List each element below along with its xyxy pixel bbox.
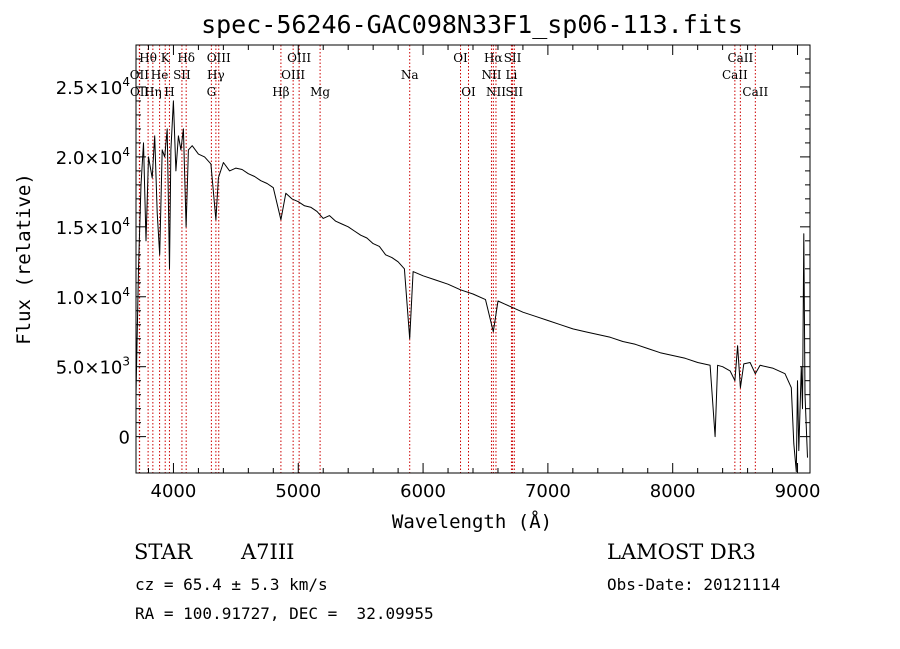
spectral-line-label: Hα [484,51,503,65]
spectral-line-label: OI [453,51,468,65]
spectral-line-label: Hθ [139,51,157,65]
y-tick-label: 1.5×104 [56,215,130,239]
spectral-line-label: G [207,85,217,99]
spectral-line-label: OI [461,85,476,99]
spectral-line-label: SII [505,85,523,99]
spectral-line-label: Na [401,68,419,82]
spectral-line-label: OII [130,68,150,82]
chart-background [0,0,900,540]
x-tick-label: 7000 [525,481,571,502]
spectral-line-label: OIII [281,68,305,82]
spectral-line-label: CaII [727,51,753,65]
y-axis-label: Flux (relative) [13,173,35,345]
x-tick-label: 4000 [151,481,197,502]
spectral-line-label: SII [173,68,191,82]
x-tick-label: 6000 [400,481,446,502]
y-axis-ticks: 0 5.0×103 1.0×104 1.5×104 2.0×104 2.5×104 [56,58,810,449]
observation-date: Obs-Date: 20121114 [607,575,781,594]
spectral-line-label: NII [486,85,506,99]
spectral-line-label: CaII [722,68,748,82]
x-axis-ticks: 4000 5000 6000 7000 8000 9000 [147,45,821,502]
spectral-line-label: OIII [287,51,311,65]
spectral-line-label: OII [130,85,150,99]
y-tick-label: 2.5×104 [56,75,130,99]
coordinates: RA = 100.91727, DEC = 32.09955 [135,604,434,623]
spectral-line-label: Mg [310,85,330,99]
x-tick-label: 8000 [650,481,696,502]
y-tick-label: 2.0×104 [56,145,130,169]
spectral-line-label: Hγ [207,68,225,82]
spectral-line-label: Hδ [177,51,195,65]
spectral-subclass: A7III [241,540,295,564]
spectral-line-label: SII [504,51,522,65]
spectral-line-label: Li [506,68,518,82]
redshift-velocity: cz = 65.4 ± 5.3 km/s [135,575,328,594]
x-tick-label: 9000 [775,481,821,502]
flux-series-line [135,100,808,473]
spectral-line-label: K [161,51,171,65]
spectral-line-label: Hβ [272,85,289,99]
x-axis-label: Wavelength (Å) [392,510,552,533]
y-tick-label: 1.0×104 [56,285,130,309]
spectral-line-label: H [164,85,174,99]
object-type: STAR [134,540,193,564]
y-tick-label: 0 [119,428,130,449]
spectral-line-label: He [151,68,169,82]
spectral-line-label: NII [481,68,501,82]
spectral-line-label: OIII [207,51,231,65]
spectral-line-label: Hη [144,85,162,99]
spectral-line-label: CaII [742,85,768,99]
spectral-line-markers [138,45,756,473]
survey-name: LAMOST DR3 [607,540,756,564]
y-tick-label: 5.0×103 [56,355,130,379]
chart-title: spec-56246-GAC098N33F1_sp06-113.fits [201,10,743,39]
x-tick-label: 5000 [275,481,321,502]
